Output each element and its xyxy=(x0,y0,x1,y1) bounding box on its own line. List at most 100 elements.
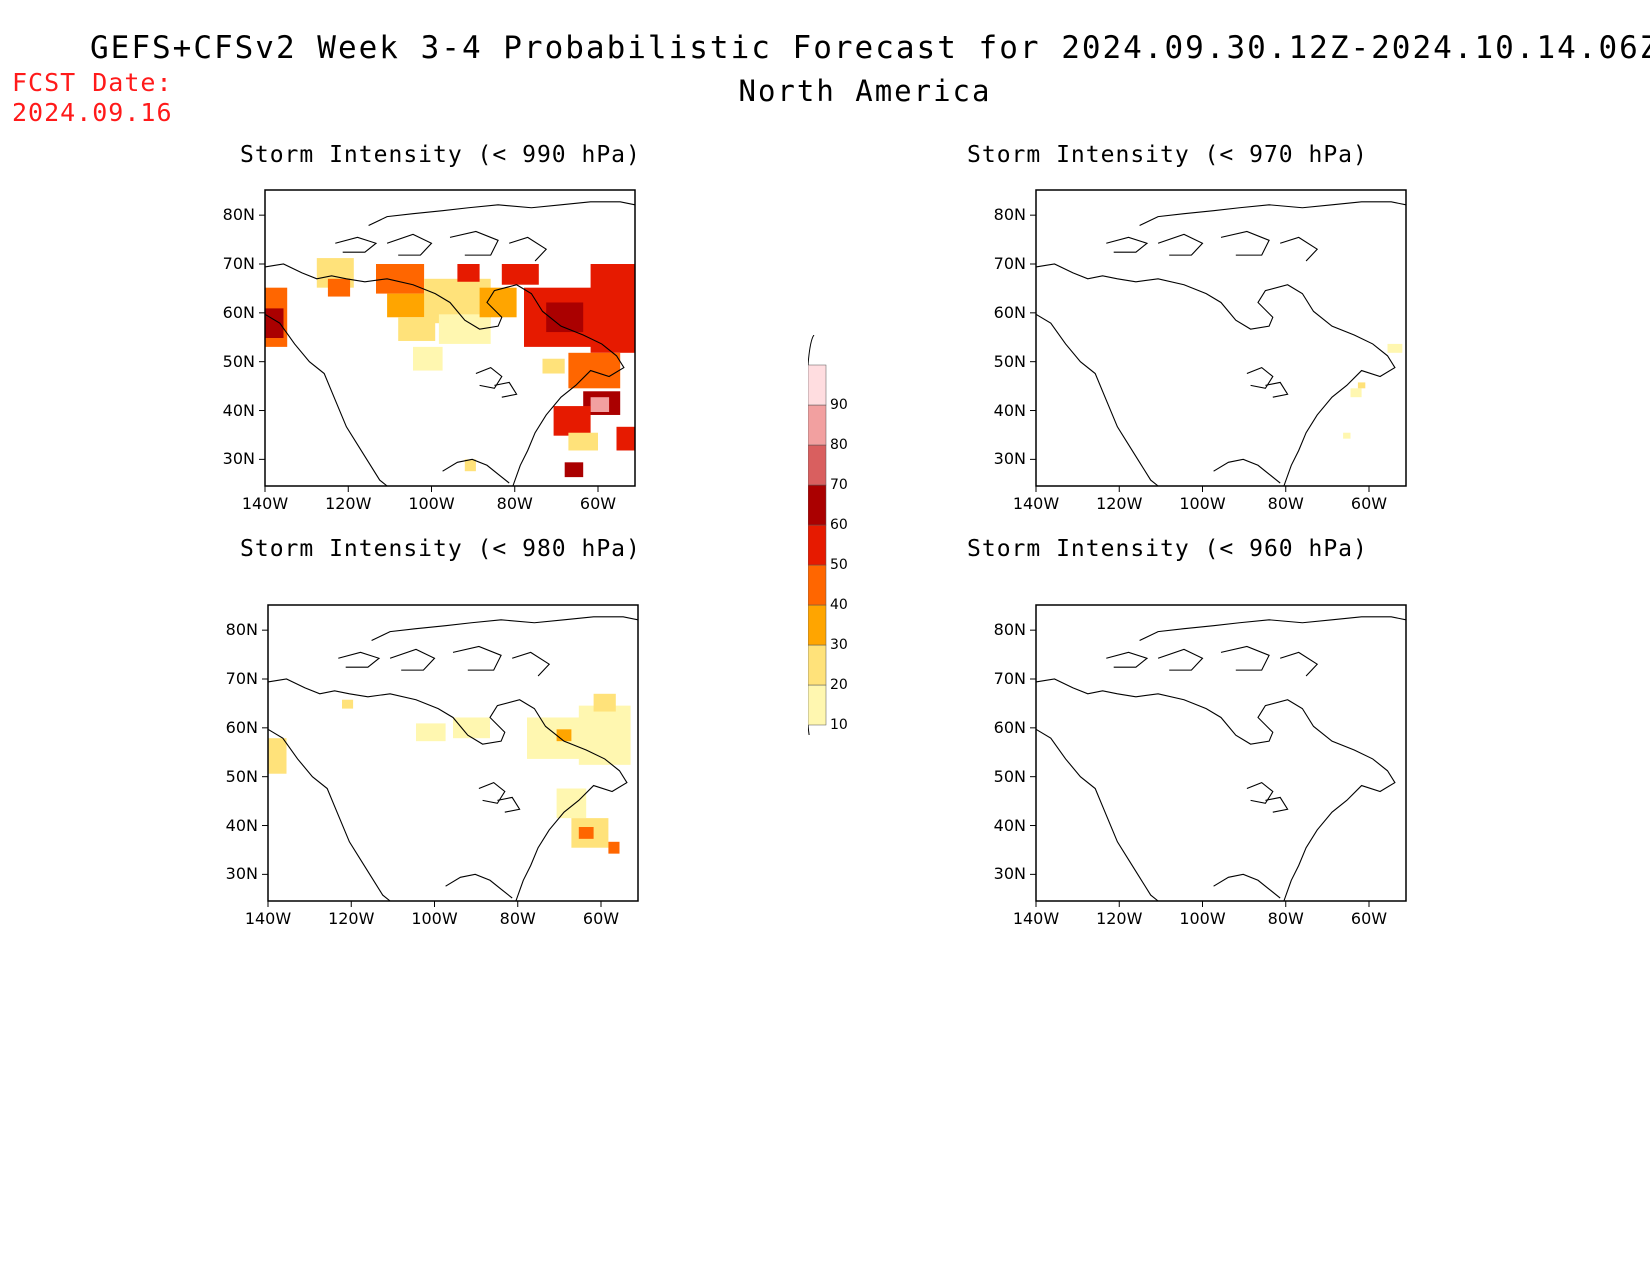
coastline xyxy=(264,313,388,487)
lon-tick-label: 80W xyxy=(1267,494,1304,513)
lat-tick-label: 80N xyxy=(993,620,1026,640)
colorbar-swatch xyxy=(807,564,827,606)
lat-tick-label: 30N xyxy=(993,449,1026,469)
lon-tick-label: 100W xyxy=(1179,494,1226,513)
lon-tick-label: 140W xyxy=(244,909,292,928)
lat-tick-label: 60N xyxy=(993,302,1026,322)
lat-tick-label: 70N xyxy=(993,254,1026,273)
coastline xyxy=(452,645,502,671)
lat-tick-label: 30N xyxy=(225,864,258,884)
lon-tick-label: 120W xyxy=(1096,494,1143,513)
lat-tick-label: 60N xyxy=(225,717,258,737)
probability-cell xyxy=(479,287,517,318)
lat-tick-label: 50N xyxy=(993,766,1026,786)
probability-cell xyxy=(590,397,610,412)
coastline xyxy=(1035,313,1159,487)
lat-tick-label: 70N xyxy=(225,669,258,688)
colorbar-swatch xyxy=(807,604,827,646)
panel-title-990: Storm Intensity (< 990 hPa) xyxy=(240,142,641,168)
colorbar-level-label: 40 xyxy=(830,597,848,613)
probability-cell xyxy=(568,352,621,389)
probability-cell xyxy=(1387,343,1403,353)
probability-cell xyxy=(464,459,476,472)
main-title: GEFS+CFSv2 Week 3-4 Probabilistic Foreca… xyxy=(90,30,1650,66)
lon-tick-label: 100W xyxy=(408,494,455,513)
colorbar-swatch xyxy=(807,524,827,566)
lat-tick-label: 80N xyxy=(222,205,255,225)
map-frame xyxy=(1035,604,1407,902)
coastline xyxy=(442,458,510,484)
probability-cell xyxy=(413,346,443,371)
lat-tick-label: 40N xyxy=(225,815,258,835)
probability-cell xyxy=(1350,388,1362,398)
panel-title-980: Storm Intensity (< 980 hPa) xyxy=(240,536,641,562)
coastline xyxy=(335,236,378,253)
coastline xyxy=(445,873,513,899)
probability-cell xyxy=(501,264,539,285)
probability-cell xyxy=(593,693,616,712)
probability-cell xyxy=(616,426,635,451)
colorbar-svg xyxy=(807,334,827,754)
coastline xyxy=(509,236,548,262)
probability-cell xyxy=(268,738,287,774)
lat-tick-label: 50N xyxy=(225,766,258,786)
colorbar-end-top xyxy=(807,334,815,366)
lon-tick-label: 120W xyxy=(328,909,375,928)
fcst-date-value: 2024.09.16 xyxy=(12,98,173,127)
probability-cell xyxy=(416,723,446,742)
coastline xyxy=(371,616,639,642)
coastline xyxy=(1280,236,1319,262)
coastline xyxy=(1265,796,1289,813)
lon-tick-label: 140W xyxy=(241,494,289,513)
map-frame xyxy=(264,189,636,487)
lon-tick-label: 60W xyxy=(1350,494,1388,513)
coastline xyxy=(1035,678,1396,902)
probability-cell xyxy=(590,264,635,353)
coastline xyxy=(1280,651,1319,677)
probability-cell xyxy=(556,788,587,819)
colorbar-level-label: 90 xyxy=(830,397,848,413)
lon-tick-label: 80W xyxy=(1267,909,1304,928)
lon-tick-label: 80W xyxy=(496,494,533,513)
probability-cell xyxy=(1343,432,1351,439)
coastline xyxy=(368,201,636,227)
probability-cell xyxy=(553,406,591,436)
coastline xyxy=(449,230,499,256)
colorbar-end-bottom xyxy=(807,724,815,754)
coastline xyxy=(1139,201,1407,227)
lat-tick-label: 70N xyxy=(993,669,1026,688)
coastline xyxy=(338,651,381,668)
lat-tick-label: 30N xyxy=(993,864,1026,884)
lat-tick-label: 80N xyxy=(225,620,258,640)
colorbar-level-label: 10 xyxy=(830,717,848,733)
probability-cell xyxy=(327,278,351,297)
coastline xyxy=(386,233,433,256)
coastline xyxy=(1246,366,1274,389)
coastline xyxy=(1213,873,1281,899)
coastline xyxy=(389,648,436,671)
colorbar-swatch xyxy=(807,484,827,526)
probability-cell xyxy=(1357,382,1366,389)
probability-cell xyxy=(457,264,480,282)
region-subtitle: North America xyxy=(738,74,992,108)
coastline xyxy=(494,381,518,398)
colorbar-legend: 10 20 30 40 50 60 70 80 90 xyxy=(807,334,868,754)
coastline xyxy=(267,678,628,902)
lat-tick-label: 30N xyxy=(222,449,255,469)
coastline xyxy=(1265,381,1289,398)
coastline xyxy=(1035,728,1159,902)
coastline xyxy=(267,728,391,902)
lon-tick-label: 100W xyxy=(411,909,458,928)
lat-tick-label: 40N xyxy=(993,400,1026,420)
probability-cell xyxy=(564,462,584,478)
map-p970 xyxy=(1030,189,1407,492)
colorbar-swatch xyxy=(807,364,827,406)
lon-tick-label: 60W xyxy=(579,494,617,513)
map-p990 xyxy=(259,189,636,492)
lat-tick-label: 70N xyxy=(222,254,255,273)
lon-tick-label: 120W xyxy=(1096,909,1143,928)
lon-tick-label: 80W xyxy=(499,909,536,928)
coastline xyxy=(264,263,625,487)
lat-tick-label: 80N xyxy=(993,205,1026,225)
colorbar-level-label: 60 xyxy=(830,517,848,533)
